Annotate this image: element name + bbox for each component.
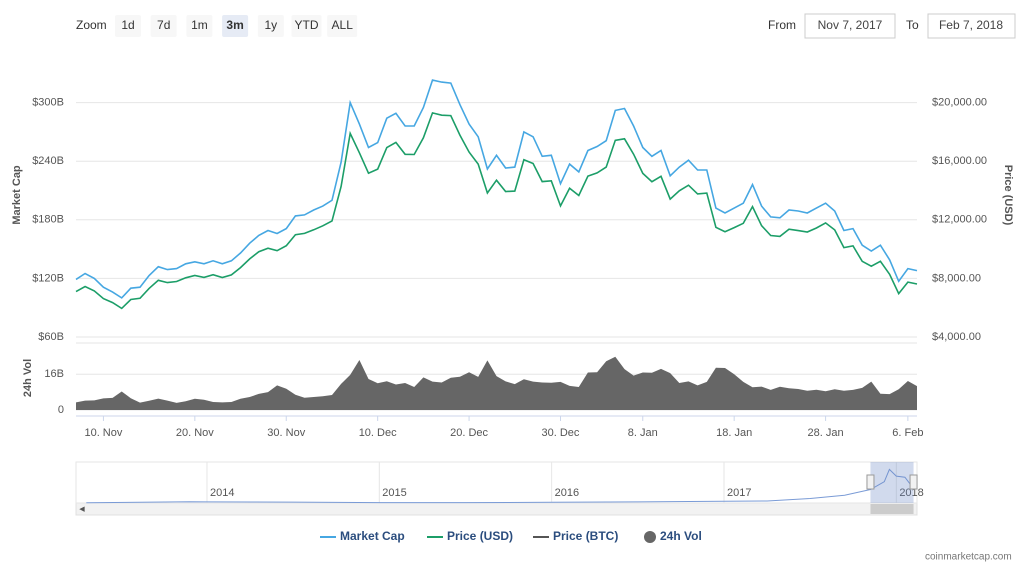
v-axis-title: 24h Vol [22,359,34,397]
x-tick-label: 30. Dec [542,427,580,439]
y-tick-label: $60B [38,331,64,343]
navigator-tick-label: 2017 [727,487,751,499]
zoom-button-label[interactable]: 1m [191,18,208,32]
y2-tick-label: $12,000.00 [932,214,987,226]
y-tick-label: $120B [32,272,64,284]
credit: coinmarketcap.com [925,552,1012,563]
x-tick-label: 30. Nov [267,427,305,439]
legend-label[interactable]: Price (BTC) [553,529,618,543]
volume-area [76,356,917,410]
v-tick-label: 16B [44,368,64,380]
scrollbar-thumb[interactable] [870,504,914,514]
from-input[interactable] [804,13,896,39]
zoom-button-label[interactable]: ALL [332,18,354,32]
y2-tick-label: $20,000.00 [932,97,987,109]
zoom-button-bg[interactable] [150,15,177,37]
navigator-selection[interactable] [870,462,914,503]
zoom-button[interactable]: 1m [186,15,213,37]
from-value[interactable]: Nov 7, 2017 [818,18,883,32]
to-value[interactable]: Feb 7, 2018 [939,18,1003,32]
zoom-button[interactable]: 3m [222,15,249,37]
zoom-button[interactable]: 1y [257,15,284,37]
navigator-handle[interactable] [909,474,918,490]
zoom-button[interactable]: 7d [150,15,177,37]
y-axis-title: Market Cap [11,165,23,225]
y2-axis-title: Price (USD) [1002,165,1014,226]
series-line [75,79,918,299]
x-tick-label: 20. Dec [450,427,488,439]
zoom-button-bg[interactable] [327,15,358,37]
y2-tick-label: $8,000.00 [932,272,981,284]
zoom-button[interactable]: 1d [115,15,141,37]
y-tick-label: $300B [32,97,64,109]
zoom-button-bg[interactable] [291,15,322,37]
x-tick-label: 20. Nov [176,427,214,439]
legend-label[interactable]: Market Cap [340,529,405,543]
scrollbar[interactable] [75,502,918,516]
navigator-tick-label: 2016 [555,487,579,499]
navigator-line [86,468,914,504]
legend-symbol[interactable] [644,531,656,543]
y2-tick-label: $4,000.00 [932,331,981,343]
x-tick-label: 10. Dec [359,427,397,439]
zoom-button-bg[interactable] [115,15,141,37]
zoom-button-label[interactable]: 1y [264,18,277,32]
x-tick-label: 10. Nov [84,427,122,439]
x-tick-label: 8. Jan [628,427,658,439]
to-input[interactable] [927,13,1016,39]
zoom-button-label[interactable]: 1d [121,18,134,32]
zoom-button[interactable]: YTD [291,15,322,37]
navigator-tick-label: 2014 [210,487,234,499]
series-line [75,111,918,310]
x-tick-label: 6. Feb [892,427,923,439]
zoom-button-bg[interactable] [186,15,213,37]
to-label: To [906,18,919,32]
navigator-handle[interactable] [866,474,875,490]
navigator-tick-label: 2015 [382,487,406,499]
zoom-button-bg[interactable] [222,15,249,37]
from-label: From [768,18,796,32]
v-tick-label: 0 [58,404,64,416]
zoom-button-label[interactable]: YTD [295,18,319,32]
scroll-left[interactable]: ◀ [79,506,85,513]
legend-label[interactable]: 24h Vol [660,529,702,543]
x-tick-label: 18. Jan [716,427,752,439]
y-tick-label: $240B [32,155,64,167]
navigator-frame [75,461,918,504]
y-tick-label: $180B [32,214,64,226]
zoom-label: Zoom [76,18,107,32]
y2-tick-label: $16,000.00 [932,155,987,167]
zoom-button-label[interactable]: 7d [157,18,170,32]
zoom-button-bg[interactable] [257,15,284,37]
zoom-button[interactable]: ALL [327,15,358,37]
navigator-tick-label: 2018 [899,487,923,499]
x-tick-label: 28. Jan [808,427,844,439]
zoom-button-label[interactable]: 3m [226,18,243,32]
legend-label[interactable]: Price (USD) [447,529,513,543]
